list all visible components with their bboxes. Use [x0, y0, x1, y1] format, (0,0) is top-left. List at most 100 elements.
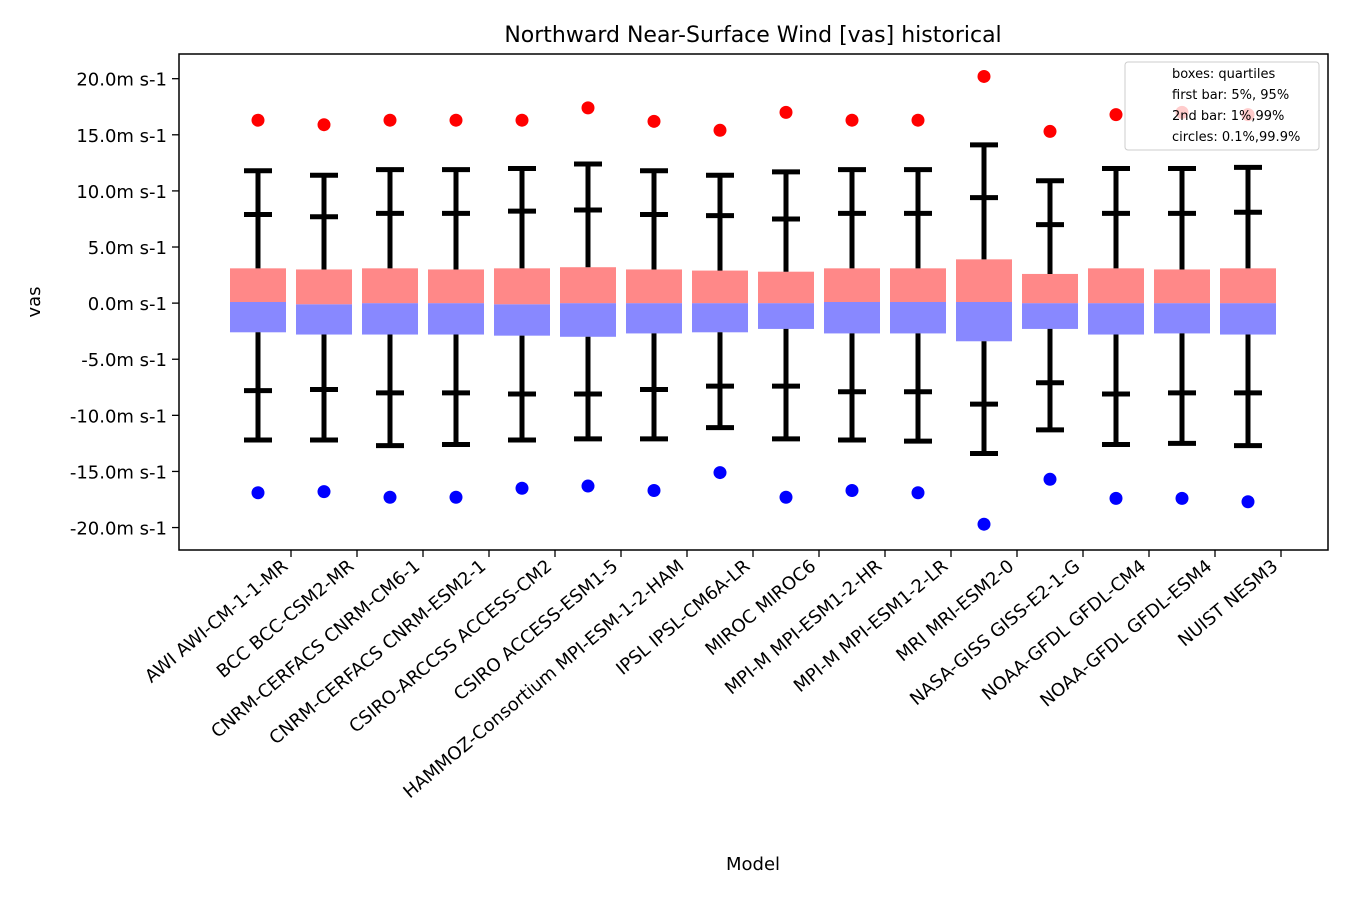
- p99-9-circle: [647, 114, 661, 128]
- upper-quartile-box: [428, 269, 484, 304]
- p99-9-circle: [317, 118, 331, 132]
- lower-quartile-box: [824, 302, 880, 334]
- p99-9-circle: [581, 101, 595, 115]
- upper-quartile-box: [296, 269, 352, 305]
- model-group: [824, 113, 880, 498]
- lower-quartile-box: [1022, 303, 1078, 329]
- legend: boxes: quartiles first bar: 5%, 95% 2nd …: [1124, 61, 1320, 151]
- lower-quartile-box: [560, 303, 616, 337]
- lower-quartile-box: [1088, 303, 1144, 335]
- p99-9-circle: [779, 105, 793, 119]
- upper-quartile-box: [692, 270, 748, 304]
- model-group: [1022, 124, 1078, 486]
- lower-quartile-box: [626, 303, 682, 334]
- upper-quartile-box: [758, 271, 814, 304]
- legend-entry: 2nd bar: 1%,99%: [1172, 109, 1284, 124]
- upper-quartile-box: [362, 268, 418, 304]
- p0-1-circle: [1043, 472, 1057, 486]
- p0-1-circle: [911, 486, 925, 500]
- p0-1-circle: [1109, 491, 1123, 505]
- legend-entry: circles: 0.1%,99.9%: [1172, 130, 1300, 145]
- p99-9-circle: [1043, 124, 1057, 138]
- p99-9-circle: [251, 113, 265, 127]
- y-axis-label: vas: [24, 286, 45, 317]
- p0-1-circle: [713, 466, 727, 480]
- model-group: [1154, 105, 1210, 505]
- p0-1-circle: [581, 479, 595, 493]
- p0-1-circle: [317, 485, 331, 499]
- plot-area: [230, 69, 1276, 531]
- p99-9-circle: [845, 113, 859, 127]
- legend-entry: boxes: quartiles: [1172, 67, 1276, 82]
- legend-box: [1124, 61, 1320, 151]
- p0-1-circle: [449, 490, 463, 504]
- p0-1-circle: [647, 484, 661, 498]
- upper-quartile-box: [494, 268, 550, 305]
- lower-quartile-box: [1220, 303, 1276, 335]
- y-tick-label: -15.0m s-1: [70, 462, 167, 483]
- p99-9-circle: [911, 113, 925, 127]
- y-tick-label: 5.0m s-1: [88, 238, 167, 259]
- upper-quartile-box: [560, 267, 616, 304]
- model-group: [230, 113, 286, 500]
- p99-9-circle: [713, 123, 727, 137]
- model-group: [560, 101, 616, 493]
- lower-quartile-box: [1154, 303, 1210, 334]
- upper-quartile-box: [1022, 273, 1078, 304]
- upper-quartile-box: [824, 268, 880, 302]
- upper-quartile-box: [1088, 268, 1144, 304]
- model-group: [692, 123, 748, 480]
- y-axis: 20.0m s-1 15.0m s-1 10.0m s-1 5.0m s-1 0.0m …: [70, 70, 179, 540]
- lower-quartile-box: [692, 303, 748, 333]
- upper-quartile-box: [1220, 268, 1276, 304]
- y-tick-label: -10.0m s-1: [70, 406, 167, 427]
- model-group: [494, 113, 550, 495]
- upper-quartile-box: [230, 268, 286, 302]
- lower-quartile-box: [758, 303, 814, 329]
- y-tick-label: -20.0m s-1: [70, 519, 167, 540]
- x-axis-label: Model: [726, 854, 780, 875]
- lower-quartile-box: [494, 304, 550, 336]
- legend-entry: first bar: 5%, 95%: [1172, 88, 1289, 103]
- p0-1-circle: [251, 486, 265, 500]
- lower-quartile-box: [956, 302, 1012, 342]
- model-group: [956, 69, 1012, 531]
- p99-9-circle: [449, 113, 463, 127]
- model-group: [1088, 108, 1144, 505]
- upper-quartile-box: [890, 268, 946, 302]
- plot-frame: [178, 53, 1329, 551]
- p99-9-circle: [383, 113, 397, 127]
- model-group: [890, 113, 946, 500]
- p99-9-circle: [1109, 108, 1123, 122]
- chart-title: Northward Near-Surface Wind [vas] histor…: [504, 23, 1001, 48]
- model-group: [626, 114, 682, 498]
- lower-quartile-box: [428, 303, 484, 335]
- p99-9-circle: [977, 69, 991, 83]
- p0-1-circle: [1175, 491, 1189, 505]
- model-group: [758, 105, 814, 504]
- p0-1-circle: [977, 517, 991, 531]
- y-tick-label: 15.0m s-1: [76, 126, 167, 147]
- p0-1-circle: [515, 481, 529, 495]
- y-tick-label: -5.0m s-1: [81, 350, 167, 371]
- lower-quartile-box: [230, 302, 286, 333]
- model-group: [362, 113, 418, 504]
- upper-quartile-box: [626, 269, 682, 304]
- y-tick-label: 10.0m s-1: [76, 182, 167, 203]
- lower-quartile-box: [362, 303, 418, 335]
- p0-1-circle: [383, 490, 397, 504]
- y-tick-label: 0.0m s-1: [88, 294, 167, 315]
- lower-quartile-box: [890, 302, 946, 334]
- p0-1-circle: [1241, 495, 1255, 509]
- model-group: [428, 113, 484, 504]
- lower-quartile-box: [296, 304, 352, 335]
- upper-quartile-box: [956, 259, 1012, 302]
- p99-9-circle: [515, 113, 529, 127]
- p0-1-circle: [779, 490, 793, 504]
- model-group: [296, 118, 352, 499]
- p0-1-circle: [845, 484, 859, 498]
- y-tick-label: 20.0m s-1: [76, 70, 167, 91]
- upper-quartile-box: [1154, 269, 1210, 304]
